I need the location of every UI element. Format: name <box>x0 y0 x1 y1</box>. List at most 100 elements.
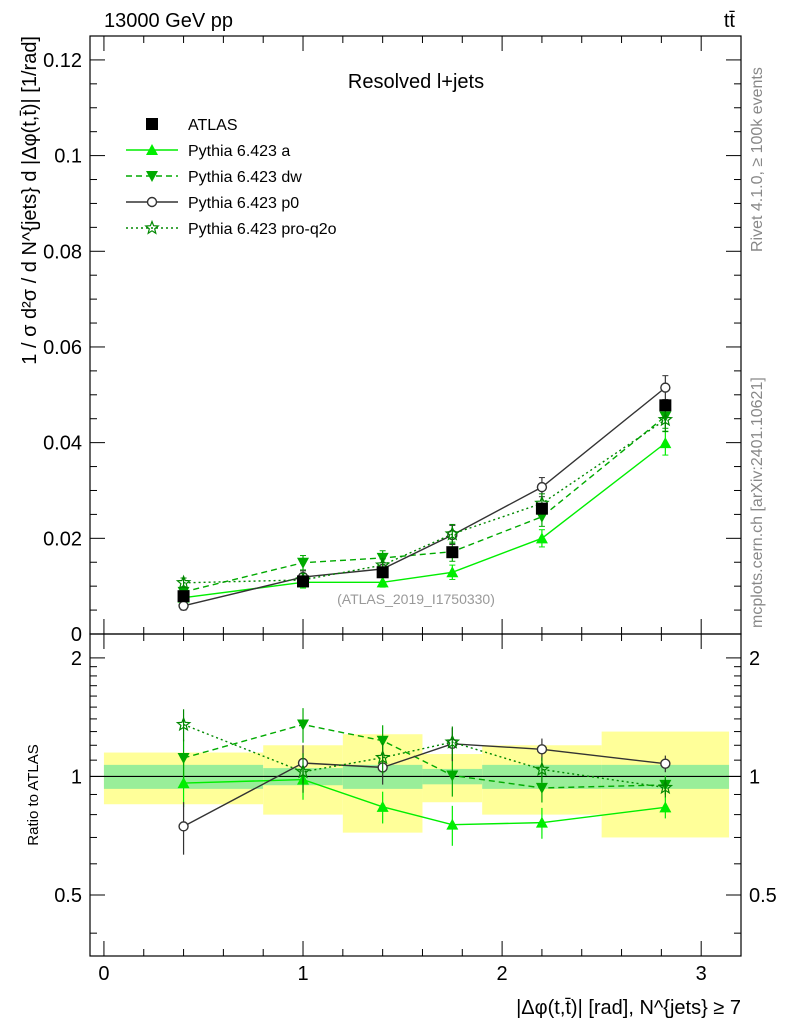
series-point <box>175 574 192 590</box>
ratio-point <box>660 758 671 769</box>
ratio-series-1 <box>177 708 672 803</box>
y-axis-label: 1 / σ d²σ / d N^{jets} d |Δφ(t,t̄)| [1/r… <box>19 36 41 365</box>
x-tick-label: 1 <box>297 963 308 985</box>
ratio-point <box>534 761 550 777</box>
legend-entry: Pythia 6.423 p0 <box>126 195 299 212</box>
ratio-series-line <box>183 723 666 789</box>
series-0 <box>177 430 672 603</box>
legend: ATLAS Pythia 6.423 a Pythia 6.423 dw Pythia… <box>126 117 337 238</box>
y-tick-label: 0.06 <box>43 337 82 359</box>
x-axis-label: |Δφ(t,t̄)| [rad], N^{jets} ≥ 7 <box>516 997 741 1019</box>
ratio-point <box>535 782 548 794</box>
ratio-point <box>536 744 548 755</box>
x-tick-label: 2 <box>497 963 508 985</box>
x-axis: 0 1 2 3 <box>98 36 707 985</box>
legend-entry: Pythia 6.423 pro-q2o <box>126 219 337 238</box>
series-point <box>446 566 459 578</box>
x-tick-label: 3 <box>696 963 707 985</box>
legend-marker <box>146 118 158 130</box>
energy-label: 13000 GeV pp <box>104 10 233 32</box>
analysis-tag: (ATLAS_2019_I1750330) <box>337 591 495 607</box>
series-point <box>536 481 548 493</box>
ratio-point <box>177 752 190 764</box>
series-line <box>183 387 666 607</box>
legend-entry: Pythia 6.423 dw <box>126 169 302 186</box>
series-point <box>657 411 674 427</box>
legend-marker <box>146 144 158 155</box>
ratio-tick-label-right: 0.5 <box>749 885 777 907</box>
ratio-series-0 <box>177 761 672 846</box>
ratio-series-3 <box>175 709 674 798</box>
series-point <box>444 525 461 541</box>
ratio-point <box>297 719 310 731</box>
main-panel: 0 0.02 0.04 0.06 0.08 0.1 0.12 Resolved l+jets… <box>43 35 742 646</box>
ratio-point <box>175 716 192 732</box>
data-point <box>376 566 389 579</box>
ratio-tick-label-right: 1 <box>749 766 760 788</box>
series-line <box>183 419 666 584</box>
legend-label: Pythia 6.423 pro-q2o <box>188 221 337 238</box>
ratio-point <box>535 816 548 828</box>
ratio-point <box>376 800 389 812</box>
ratio-y-axis: 0.5 0.5 1 1 2 2 <box>54 648 777 934</box>
data-point <box>177 590 190 603</box>
series-point <box>659 437 672 449</box>
series-point <box>535 532 548 544</box>
legend-marker <box>144 219 160 235</box>
ratio-point <box>659 801 672 813</box>
series-1 <box>177 403 672 598</box>
mcplots-label: mcplots.cern.ch [arXiv:2401.10621] <box>749 377 766 628</box>
legend-label: Pythia 6.423 a <box>188 143 290 160</box>
y-tick-label: 0 <box>71 624 82 646</box>
ratio-point <box>178 821 189 832</box>
ratio-point <box>446 818 459 830</box>
ratio-tick-label: 0.5 <box>54 885 82 907</box>
ratio-tick-label: 2 <box>71 648 82 670</box>
series-point <box>376 576 389 588</box>
y-tick-label: 0.04 <box>43 433 82 455</box>
data-point <box>446 546 459 559</box>
ratio-panel: 0.5 0.5 1 1 2 2 0 1 2 3 <box>54 36 777 985</box>
data-series <box>177 399 672 603</box>
y-tick-label: 0.12 <box>43 50 82 72</box>
legend-marker <box>146 196 158 208</box>
ratio-plot-layer <box>90 708 741 855</box>
ratio-series-line <box>183 778 666 826</box>
ratio-point <box>446 770 459 782</box>
ratio-point <box>295 763 311 779</box>
ratio-series-line <box>183 723 666 789</box>
legend-entry: ATLAS <box>146 117 238 134</box>
rivet-label: Rivet 4.1.0, ≥ 100k events <box>749 67 766 252</box>
ratio-tick-label: 1 <box>71 766 82 788</box>
data-point <box>535 502 548 515</box>
series-point <box>660 382 671 393</box>
x-tick-label: 0 <box>98 963 109 985</box>
ratio-point <box>657 779 674 795</box>
legend-label: Pythia 6.423 p0 <box>188 195 299 212</box>
ratio-frame <box>89 633 742 957</box>
series-line <box>183 442 666 599</box>
main-y-axis: 0 0.02 0.04 0.06 0.08 0.1 0.12 <box>43 50 741 646</box>
ratio-point <box>376 735 389 747</box>
series-3 <box>175 407 674 590</box>
main-plot-layer <box>175 375 674 611</box>
chart-title: Resolved l+jets <box>348 71 484 93</box>
ratio-axis-label: Ratio to ATLAS <box>25 744 42 845</box>
ratio-series-line <box>183 743 666 827</box>
legend-marker <box>146 171 158 182</box>
legend-entry: Pythia 6.423 a <box>126 143 290 160</box>
y-tick-label: 0.08 <box>43 241 82 263</box>
series-line <box>183 415 666 593</box>
ratio-tick-label-right: 2 <box>749 648 760 670</box>
legend-label: Pythia 6.423 dw <box>188 169 302 186</box>
series-point <box>297 557 310 569</box>
ratio-point <box>444 733 461 749</box>
legend-label: ATLAS <box>188 117 238 134</box>
y-tick-label: 0.02 <box>43 528 82 550</box>
data-point <box>659 399 672 412</box>
data-point <box>297 575 310 588</box>
series-point <box>178 600 189 611</box>
y-tick-label: 0.1 <box>54 146 82 168</box>
ratio-point <box>177 777 190 789</box>
